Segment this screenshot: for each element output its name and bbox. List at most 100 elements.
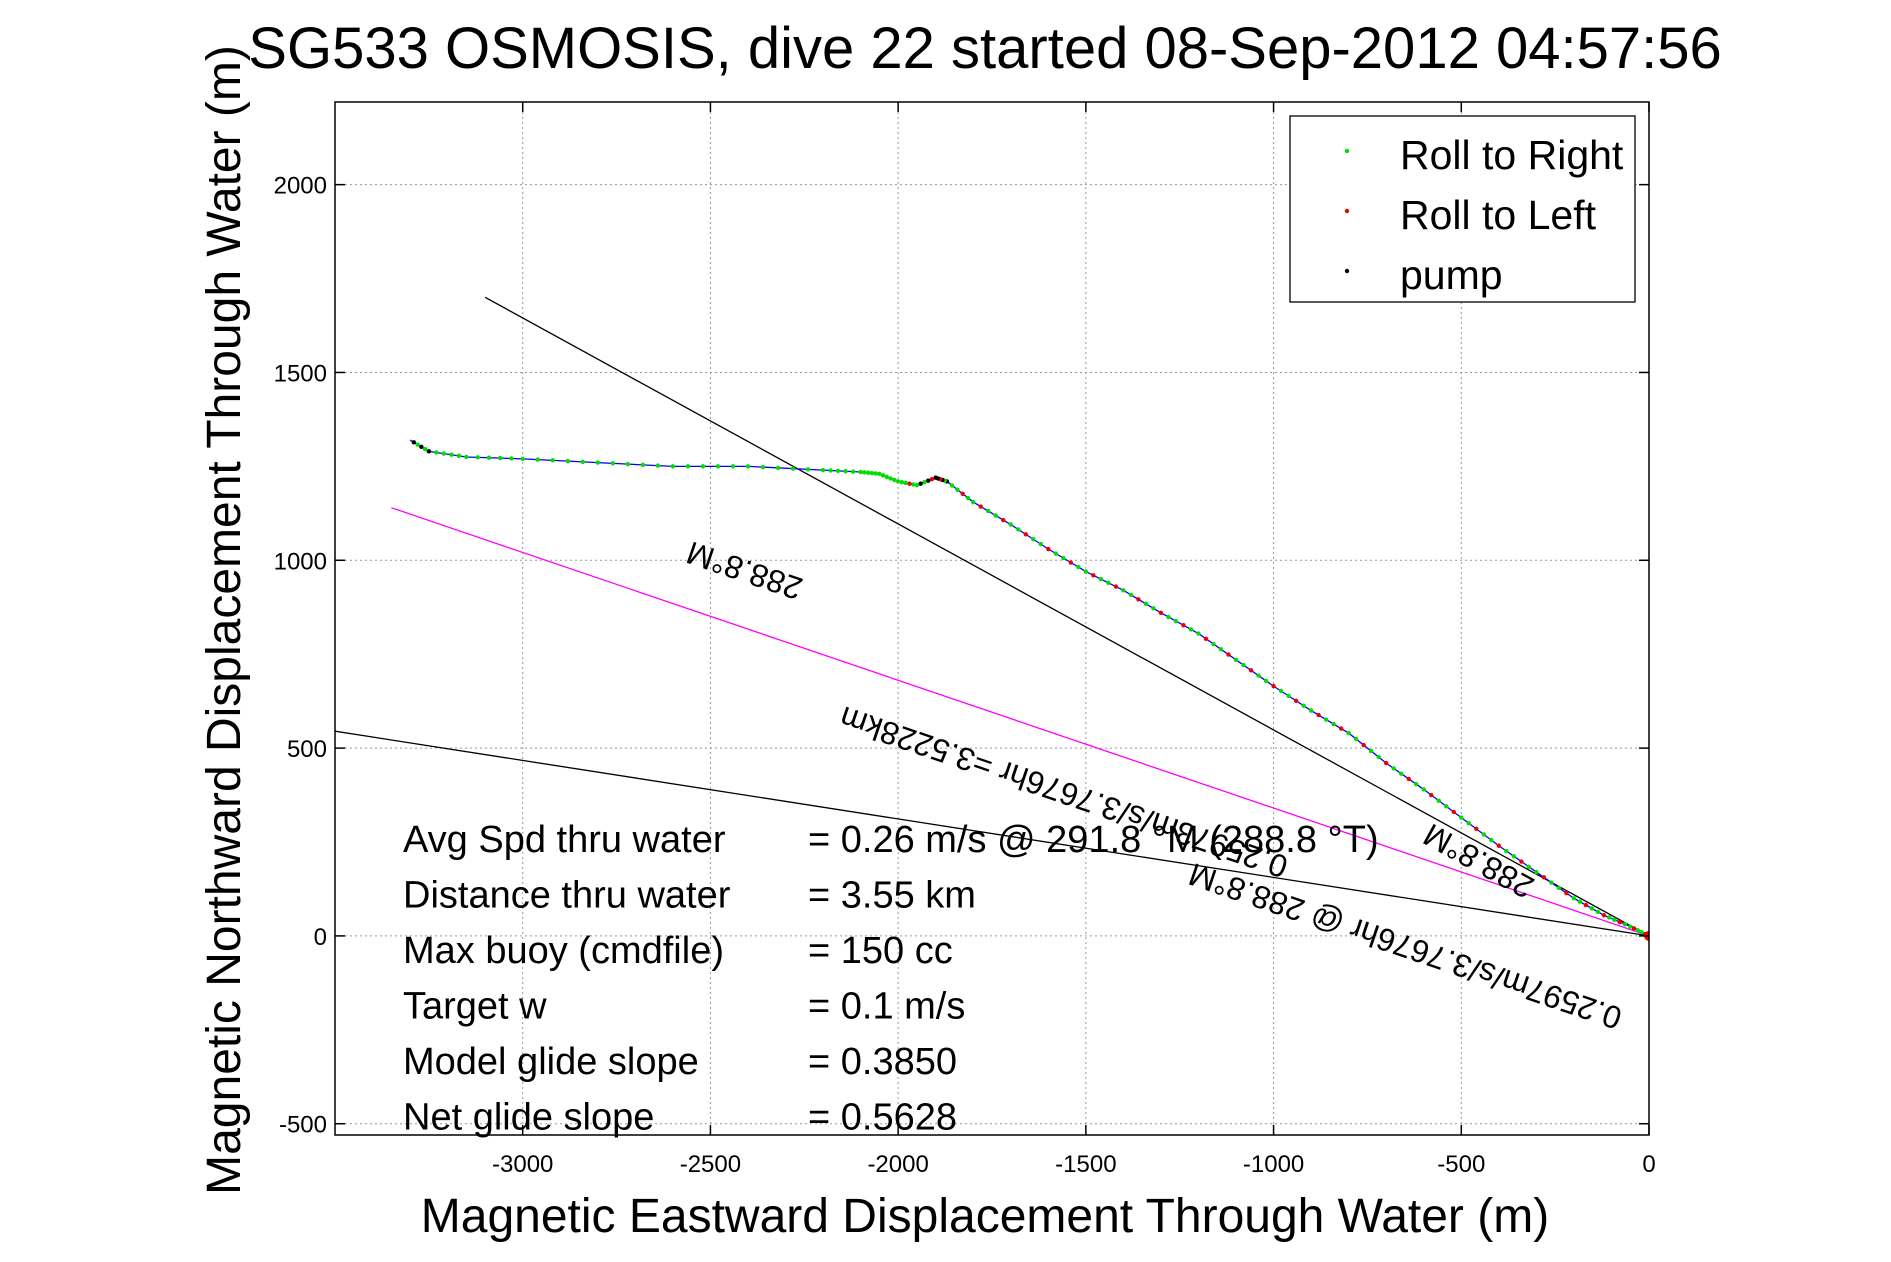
roll-right-marker <box>899 479 905 485</box>
roll-right-marker <box>625 461 631 467</box>
y-axis-label: Magnetic Northward Displacement Through … <box>198 45 251 1195</box>
roll-right-marker <box>610 461 616 466</box>
roll-right-marker <box>869 470 875 476</box>
pump-marker <box>918 481 923 486</box>
roll-right-marker <box>880 473 886 478</box>
roll-right-marker <box>1534 869 1539 875</box>
stat-value: = 3.55 km <box>808 875 976 917</box>
reference-lines <box>335 296 1649 937</box>
roll-left-marker <box>1136 597 1141 602</box>
legend-marker <box>1344 148 1350 154</box>
roll-right-marker <box>1526 864 1532 869</box>
x-axis-label: Magnetic Eastward Displacement Through W… <box>421 1190 1549 1243</box>
y-tick-label: -500 <box>279 1112 327 1139</box>
roll-right-marker <box>1589 906 1595 911</box>
legend-label: pump <box>1400 252 1503 298</box>
roll-right-marker <box>1607 915 1612 920</box>
roll-right-marker <box>475 455 480 460</box>
roll-right-marker <box>700 464 706 469</box>
roll-left-marker <box>1519 859 1524 864</box>
roll-left-marker <box>1338 726 1344 731</box>
stat-value: = 0.1 m/s <box>808 986 965 1028</box>
roll-right-marker <box>1301 703 1306 708</box>
roll-left-marker <box>1631 926 1637 931</box>
roll-right-marker <box>1489 837 1494 843</box>
glider-track <box>409 439 1649 941</box>
roll-right-marker <box>1628 924 1633 929</box>
roll-right-marker <box>1635 928 1640 933</box>
roll-right-marker <box>1399 771 1404 776</box>
dive-stats: Avg Spd thru water = 0.26 m/s @ 291.8 °M … <box>403 819 1379 1139</box>
stat-value: = 150 cc <box>808 930 953 972</box>
roll-right-marker <box>873 471 878 476</box>
legend-label: Roll to Right <box>1400 132 1624 178</box>
roll-right-marker <box>843 469 848 474</box>
roll-left-marker <box>1583 902 1589 908</box>
roll-right-marker <box>1121 588 1126 593</box>
roll-right-marker <box>1595 909 1601 915</box>
y-tick-label: 1500 <box>274 360 327 387</box>
roll-right-marker <box>1511 854 1517 859</box>
roll-left-marker <box>929 476 935 482</box>
x-tick-label: -1000 <box>1243 1151 1304 1178</box>
roll-right-marker <box>884 474 890 480</box>
roll-right-marker <box>1151 606 1156 611</box>
roll-left-marker <box>1091 573 1096 578</box>
x-tick-label: 0 <box>1642 1151 1655 1178</box>
roll-right-marker <box>550 458 555 463</box>
roll-right-marker <box>1308 708 1314 713</box>
roll-left-marker <box>1068 560 1074 565</box>
roll-right-marker <box>1188 627 1194 632</box>
roll-right-marker <box>1414 781 1419 787</box>
legend-marker <box>1344 208 1350 214</box>
roll-left-marker <box>1023 532 1028 537</box>
roll-right-marker <box>1639 929 1644 935</box>
stat-label: Model glide slope <box>403 1041 699 1083</box>
roll-right-marker <box>903 480 908 486</box>
roll-left-marker <box>1316 712 1321 718</box>
stat-label: Target w <box>403 986 547 1028</box>
roll-left-marker <box>1451 809 1456 815</box>
y-tick-label: 1000 <box>274 548 327 575</box>
roll-left-marker <box>1541 875 1547 880</box>
roll-right-marker <box>486 455 492 460</box>
roll-right-marker <box>497 455 503 461</box>
roll-right-marker <box>850 469 856 474</box>
roll-right-marker <box>1173 618 1179 624</box>
roll-left-marker <box>978 504 983 509</box>
roll-right-marker <box>858 469 863 475</box>
legend: Roll to Right Roll to Left pump <box>1289 115 1636 303</box>
roll-right-marker <box>1612 917 1617 922</box>
roll-right-marker <box>775 465 781 471</box>
roll-right-marker <box>914 482 920 488</box>
roll-right-marker <box>595 460 600 465</box>
stat-label: Net glide slope <box>403 1097 654 1139</box>
roll-right-marker <box>1038 541 1044 547</box>
roll-right-marker <box>1353 736 1359 742</box>
roll-left-marker <box>1384 760 1389 766</box>
roll-right-marker <box>760 464 766 470</box>
stat-value: = 0.5628 <box>808 1097 957 1139</box>
roll-right-marker <box>877 471 882 477</box>
roll-right-marker <box>1098 576 1104 582</box>
pump-marker <box>933 475 938 480</box>
roll-left-marker <box>1429 792 1434 798</box>
roll-right-marker <box>449 452 454 457</box>
roll-right-marker <box>1376 754 1381 760</box>
roll-right-marker <box>895 479 901 484</box>
roll-left-marker <box>1564 890 1569 896</box>
reference-line <box>484 296 1649 937</box>
y-tick-label: 2000 <box>274 173 327 200</box>
roll-right-marker <box>790 466 796 471</box>
roll-right-marker <box>1008 522 1013 527</box>
roll-right-marker <box>1622 922 1628 927</box>
roll-right-marker <box>1053 551 1059 556</box>
roll-left-marker <box>1617 919 1622 925</box>
roll-right-marker <box>805 467 811 472</box>
pump-marker <box>426 449 432 454</box>
roll-right-marker <box>865 470 871 475</box>
plot-frame <box>334 101 1650 1136</box>
roll-right-marker <box>441 451 447 456</box>
stat-label: Distance thru water <box>403 875 731 917</box>
